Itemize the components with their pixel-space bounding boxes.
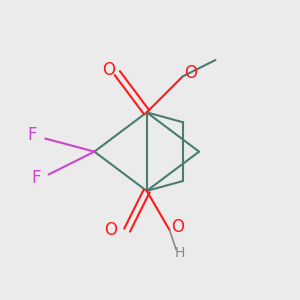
Text: F: F: [28, 126, 37, 144]
Text: F: F: [31, 169, 40, 187]
Text: O: O: [104, 221, 117, 239]
Text: H: H: [174, 246, 184, 260]
Text: O: O: [171, 218, 184, 236]
Text: O: O: [184, 64, 197, 82]
Text: O: O: [103, 61, 116, 79]
